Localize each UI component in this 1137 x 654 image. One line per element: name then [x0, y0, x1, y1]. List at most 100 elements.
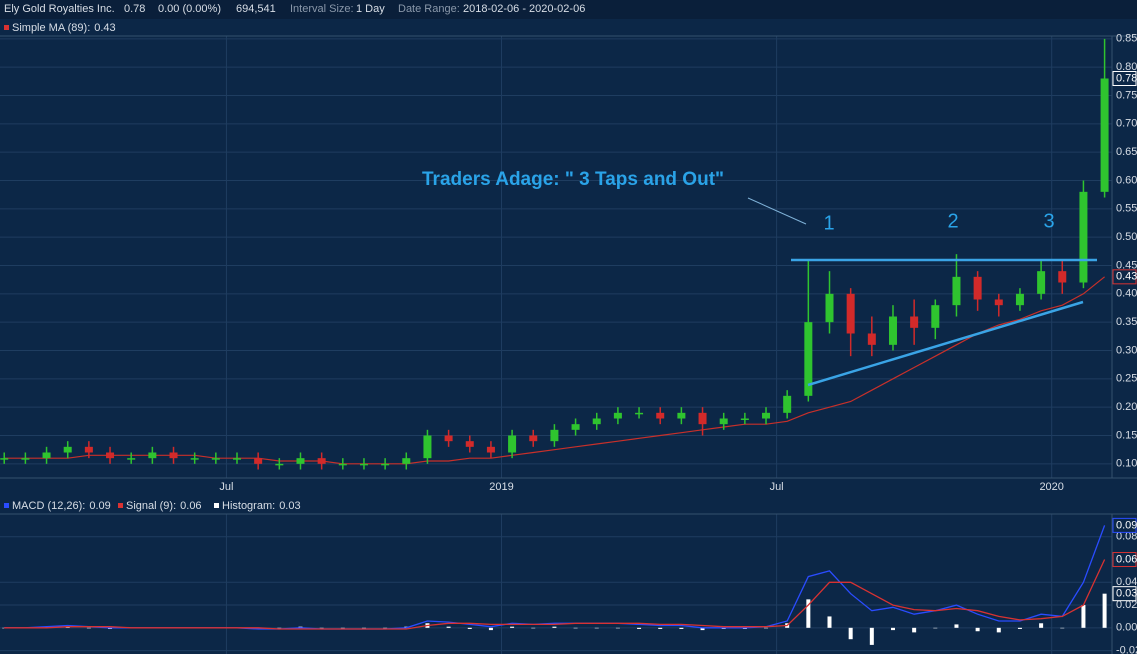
- candle-body: [888, 316, 897, 345]
- candle-body: [825, 293, 834, 323]
- candle-body: [63, 446, 72, 453]
- candle-body: [211, 458, 220, 460]
- histogram-bar: [637, 627, 642, 629]
- annotation-text: Traders Adage: " 3 Taps and Out": [422, 169, 724, 190]
- candle-body: [910, 316, 919, 328]
- y-tick-label: 0.04: [1116, 576, 1137, 588]
- candle-body: [1100, 78, 1109, 192]
- candle-body: [381, 463, 390, 466]
- marks: 0.10 0.15 0.20 0.25 0.30 0.35 0.40 0.45 0.50 0.55…: [0, 33, 1137, 654]
- y-tick-label: 0.40: [1116, 288, 1137, 300]
- value-box-label: 0.78: [1116, 72, 1137, 84]
- histogram-bar: [1102, 593, 1107, 628]
- y-tick-label: 0.02: [1116, 599, 1137, 611]
- change: 0.00 (0.00%): [158, 3, 221, 15]
- y-tick-label: 0.20: [1116, 401, 1137, 413]
- candle-body: [762, 412, 771, 419]
- candle-body: [592, 418, 601, 425]
- header-bar: [0, 0, 1137, 19]
- candle-body: [127, 458, 136, 460]
- candle-body: [21, 458, 30, 460]
- y-tick-label: 0.70: [1116, 118, 1137, 130]
- y-tick-label: 0.30: [1116, 344, 1137, 356]
- y-tick-label: 0.25: [1116, 373, 1137, 385]
- y-tick-label: 0.15: [1116, 429, 1137, 441]
- candle-body: [338, 463, 347, 466]
- histogram-bar: [806, 599, 811, 628]
- histogram-bar: [1017, 627, 1022, 629]
- candle-body: [190, 458, 199, 460]
- y-tick-label: 0.65: [1116, 146, 1137, 158]
- candle-body: [148, 452, 157, 459]
- candle-body: [719, 418, 728, 425]
- histogram-bar: [912, 627, 917, 633]
- candle-body: [169, 452, 178, 459]
- range-label: Date Range:: [398, 3, 460, 15]
- histogram-bar: [319, 627, 324, 629]
- legend-label: Simple MA (89):: [12, 22, 90, 34]
- histogram-bar: [700, 627, 705, 631]
- legend-entry: Signal (9): 0.06: [126, 500, 202, 512]
- candle-body: [550, 429, 559, 442]
- candle-body: [698, 412, 707, 425]
- tap-label: 1: [823, 212, 834, 234]
- candle-body: [635, 412, 644, 415]
- legend-value: 0.43: [94, 22, 115, 34]
- histogram-bar: [827, 616, 832, 628]
- histogram-bar: [615, 627, 620, 629]
- candle-body: [677, 412, 686, 419]
- value-box: [1112, 552, 1137, 568]
- candle-body: [1079, 191, 1088, 283]
- histogram-bar: [446, 626, 451, 628]
- candle-body: [444, 435, 453, 442]
- x-tick-label: 2020: [1039, 481, 1063, 493]
- value-box: [1112, 71, 1137, 86]
- histogram-bar: [890, 627, 895, 631]
- histogram-bar: [488, 627, 493, 631]
- histogram-bar: [954, 624, 959, 628]
- value-box: [1112, 586, 1137, 602]
- x-tick-label: Jul: [219, 481, 233, 493]
- value-box-label: 0.09: [1116, 519, 1137, 531]
- legend-swatch: [4, 503, 9, 508]
- value-box: [1112, 517, 1137, 533]
- histogram-bar: [467, 627, 472, 629]
- y-tick-label: 0.45: [1116, 259, 1137, 271]
- y-tick-label: 0.50: [1116, 231, 1137, 243]
- histogram-bar: [764, 627, 769, 629]
- candle-body: [296, 458, 305, 464]
- candle-body: [656, 412, 665, 419]
- candle-body: [465, 441, 474, 447]
- histogram-bar: [975, 627, 980, 632]
- histogram-bar: [510, 626, 515, 628]
- y-tick-label: 0.35: [1116, 316, 1137, 328]
- ticker-name: Ely Gold Royalties Inc.: [4, 3, 115, 15]
- legend-value: 0.06: [180, 500, 201, 512]
- legend-swatch: [118, 503, 123, 508]
- legend-value: 0.03: [279, 500, 300, 512]
- candle-body: [994, 299, 1003, 306]
- candle-body: [423, 435, 432, 459]
- candle-body: [931, 305, 940, 328]
- y-tick-label: 0.60: [1116, 174, 1137, 186]
- candle-body: [740, 418, 749, 420]
- histogram-bar: [1039, 623, 1044, 628]
- candle-body: [317, 458, 326, 464]
- candle-body: [529, 435, 538, 442]
- candle-body: [84, 446, 93, 453]
- value-box: [1112, 269, 1137, 285]
- histogram-bar: [277, 627, 282, 629]
- candle-body: [952, 276, 961, 306]
- y-tick-label: -0.02: [1116, 644, 1137, 654]
- histogram-bar: [933, 627, 938, 629]
- candle-body: [846, 293, 855, 334]
- date-range: 2018-02-06 - 2020-02-06: [463, 3, 585, 15]
- candle-body: [508, 435, 517, 453]
- histogram-bar: [869, 627, 874, 645]
- candle-body: [783, 395, 792, 413]
- histogram-bar: [1060, 627, 1065, 629]
- candle-body: [359, 463, 368, 466]
